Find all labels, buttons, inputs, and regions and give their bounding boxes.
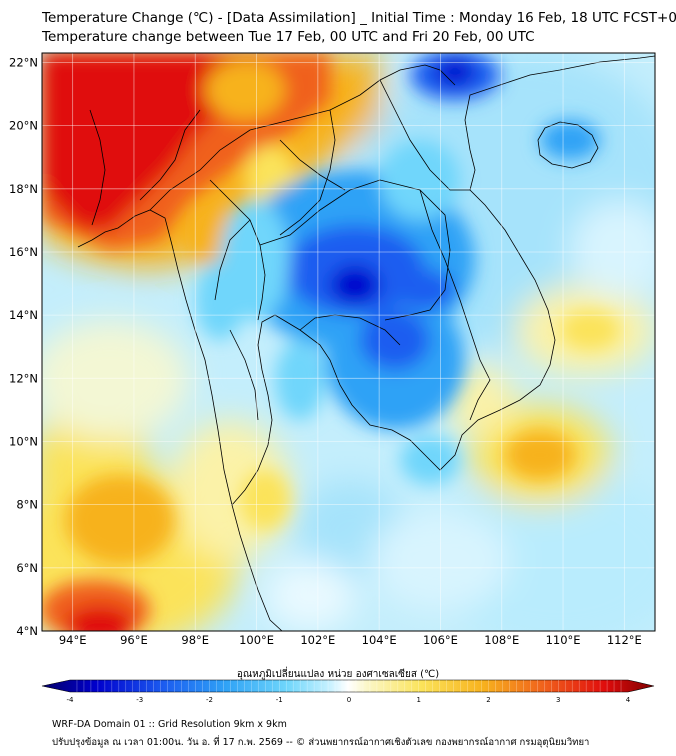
latitude-labels: 22°N 20°N 18°N 16°N 14°N 12°N 10°N 8°N 6°N 4°N xyxy=(9,55,38,638)
lon-label: 108°E xyxy=(484,633,519,647)
colorbar-tick-label: 0 xyxy=(347,696,351,704)
footer-line-2: ปรับปรุงข้อมูล ณ เวลา 01:00น. วัน อ. ที่… xyxy=(52,737,590,748)
colorbar-tick-label: 3 xyxy=(556,696,560,704)
lat-label: 12°N xyxy=(9,371,38,385)
colorbar-tick-label: 2 xyxy=(486,696,490,704)
colorbar: -4 -3 -2 -1 0 1 2 3 4 xyxy=(41,679,655,704)
coastlines xyxy=(77,55,655,631)
lat-label: 10°N xyxy=(9,434,38,448)
gridlines xyxy=(42,53,655,632)
longitude-labels: 94°E 96°E 98°E 100°E 102°E 104°E 106°E 108°E 110… xyxy=(59,633,642,647)
lat-label: 14°N xyxy=(9,308,38,322)
lat-label: 6°N xyxy=(16,561,38,575)
lat-label: 20°N xyxy=(9,119,38,133)
lon-label: 106°E xyxy=(423,633,458,647)
lon-label: 102°E xyxy=(300,633,335,647)
colorbar-tick-label: -3 xyxy=(136,696,143,704)
temperature-field xyxy=(42,53,655,631)
colorbar-title: อุณหภูมิเปลี่ยนแปลง หน่วย องศาเซลเซียส (… xyxy=(236,669,440,680)
lon-label: 110°E xyxy=(546,633,581,647)
lat-label: 4°N xyxy=(16,624,38,638)
lon-label: 104°E xyxy=(362,633,397,647)
lon-label: 94°E xyxy=(59,633,87,647)
lon-label: 98°E xyxy=(181,633,209,647)
colorbar-tick-label: 4 xyxy=(626,696,631,704)
title-line-1: Temperature Change (℃) - [Data Assimilat… xyxy=(42,10,676,26)
colorbar-tick-label: -4 xyxy=(67,696,75,704)
colorbar-tick-label: -2 xyxy=(206,696,213,704)
title-line-2: Temperature change between Tue 17 Feb, 0… xyxy=(42,29,535,45)
lon-label: 100°E xyxy=(239,633,274,647)
colorbar-tick-label: -1 xyxy=(276,696,283,704)
lat-label: 16°N xyxy=(9,245,38,259)
plot-frame xyxy=(41,52,656,632)
lat-label: 22°N xyxy=(9,55,38,69)
lon-label: 96°E xyxy=(120,633,148,647)
footer-line-1: WRF-DA Domain 01 :: Grid Resolution 9km … xyxy=(52,719,287,730)
lon-label: 112°E xyxy=(607,633,642,647)
lat-label: 18°N xyxy=(9,182,38,196)
lat-label: 8°N xyxy=(16,498,38,512)
colorbar-bar xyxy=(41,679,655,693)
colorbar-tick-label: 1 xyxy=(417,696,421,704)
